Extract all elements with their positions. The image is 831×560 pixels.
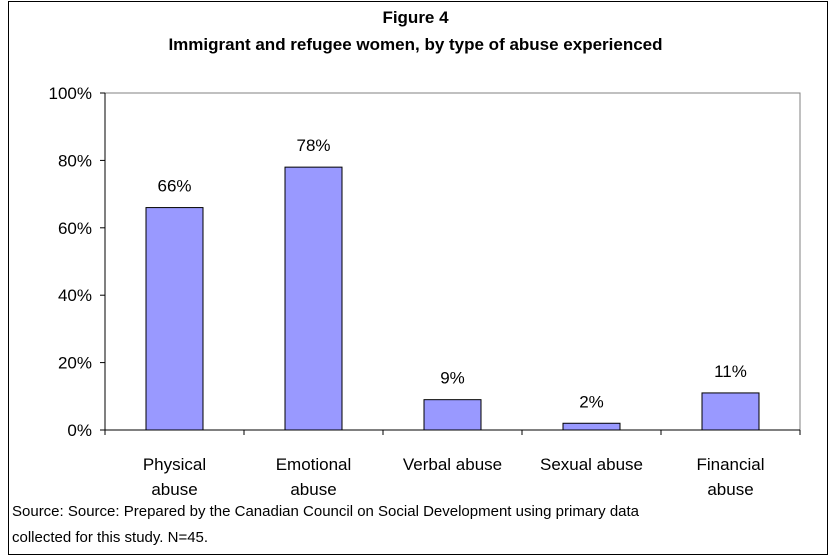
x-tick-label: Financial <box>696 455 764 474</box>
y-tick-label: 0% <box>67 421 92 440</box>
chart-title: Figure 4 <box>382 8 449 27</box>
x-tick-label: abuse <box>151 480 197 499</box>
x-tick-label: Physical <box>143 455 206 474</box>
bar <box>145 207 204 431</box>
x-tick-label: Sexual abuse <box>540 455 643 474</box>
chart-subtitle: Immigrant and refugee women, by type of … <box>168 35 663 54</box>
x-tick-label: Emotional <box>276 455 352 474</box>
x-tick-label: Verbal abuse <box>403 455 502 474</box>
y-tick-label: 60% <box>58 219 92 238</box>
bar <box>423 399 482 431</box>
data-label: 2% <box>579 392 604 411</box>
data-label: 66% <box>157 177 191 196</box>
y-tick-label: 80% <box>58 151 92 170</box>
data-label: 11% <box>714 362 747 381</box>
y-tick-label: 40% <box>58 286 92 305</box>
bar <box>701 392 760 431</box>
data-label: 78% <box>296 136 330 155</box>
x-tick-label: abuse <box>290 480 336 499</box>
x-tick-label: abuse <box>707 480 753 499</box>
bar <box>284 166 343 431</box>
bar <box>562 422 621 431</box>
data-label: 9% <box>440 369 465 388</box>
source-note-line2: collected for this study. N=45. <box>12 529 209 546</box>
y-tick-label: 100% <box>49 84 92 103</box>
y-tick-label: 20% <box>58 354 92 373</box>
source-note-line1: Source: Source: Prepared by the Canadian… <box>12 503 640 520</box>
